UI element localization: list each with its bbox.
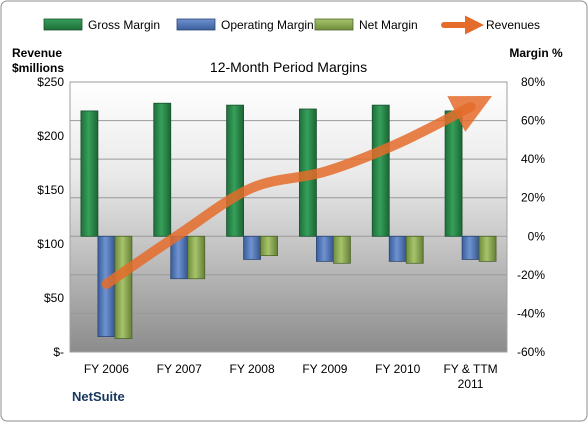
axis-ticks: $- $50 $100 $150 $200 $250 -60% -40% -20% 0% 20% 40…	[37, 75, 545, 391]
left-tick-label: $150	[37, 183, 64, 197]
gross-margin-bar	[153, 102, 172, 237]
brand-label: NetSuite	[72, 389, 125, 404]
right-tick-label: -40%	[517, 306, 545, 320]
net-margin-bar	[260, 235, 278, 256]
legend-label: Revenues	[486, 18, 540, 32]
legend-item-net-margin: Net Margin	[314, 18, 418, 32]
legend-label: Net Margin	[359, 18, 418, 32]
gross-margin-bar	[80, 110, 99, 237]
legend-label: Operating Margin	[221, 18, 314, 32]
net-margin-bar	[405, 235, 424, 264]
legend-swatch	[314, 18, 354, 31]
left-tick-label: $-	[53, 345, 64, 359]
left-tick-label: $50	[44, 291, 64, 305]
right-tick-label: 40%	[521, 152, 545, 166]
legend-item-gross-margin: Gross Margin	[43, 18, 160, 32]
legend-label: Gross Margin	[88, 18, 160, 32]
legend-item-revenues: Revenues	[441, 15, 540, 35]
legend-swatch	[43, 18, 83, 31]
left-axis-title: Revenue $millions	[12, 46, 64, 75]
right-tick-label: 60%	[521, 114, 545, 128]
legend-item-operating-margin: Operating Margin	[176, 18, 314, 32]
operating-margin-bar	[316, 235, 334, 262]
net-margin-bar	[114, 235, 133, 339]
left-tick-label: $250	[37, 75, 64, 89]
gross-margin-bar	[371, 104, 390, 237]
right-tick-label: 80%	[521, 75, 545, 89]
net-margin-bar	[478, 235, 497, 262]
net-margin-bar	[187, 235, 206, 280]
category-label: FY 2006	[84, 362, 129, 376]
net-margin-bar	[333, 235, 351, 264]
category-label: FY 2010	[375, 362, 420, 376]
gross-margin-bar	[444, 110, 463, 237]
revenues-line	[101, 96, 493, 289]
left-tick-label: $200	[37, 129, 64, 143]
right-tick-label: 0%	[528, 229, 546, 243]
operating-margin-bar	[388, 235, 407, 262]
category-label: FY 2009	[302, 362, 347, 376]
category-label: FY & TTM 2011	[443, 362, 497, 391]
right-axis-title: Margin %	[509, 46, 563, 60]
operating-margin-bar	[243, 235, 261, 260]
right-tick-label: -20%	[517, 268, 545, 282]
left-tick-label: $100	[37, 237, 64, 251]
right-tick-label: -60%	[517, 345, 545, 359]
revenue-line-layer	[101, 96, 493, 289]
chart-title: 12-Month Period Margins	[210, 59, 367, 75]
right-tick-label: 20%	[521, 191, 545, 205]
bars	[80, 102, 497, 339]
legend-swatch	[176, 18, 216, 31]
legend: Gross Margin Operating Margin Net Margin Re…	[43, 15, 540, 35]
operating-margin-bar	[461, 235, 480, 260]
gross-margin-bar	[226, 104, 244, 237]
category-label: FY 2007	[157, 362, 202, 376]
category-label: FY 2008	[230, 362, 275, 376]
